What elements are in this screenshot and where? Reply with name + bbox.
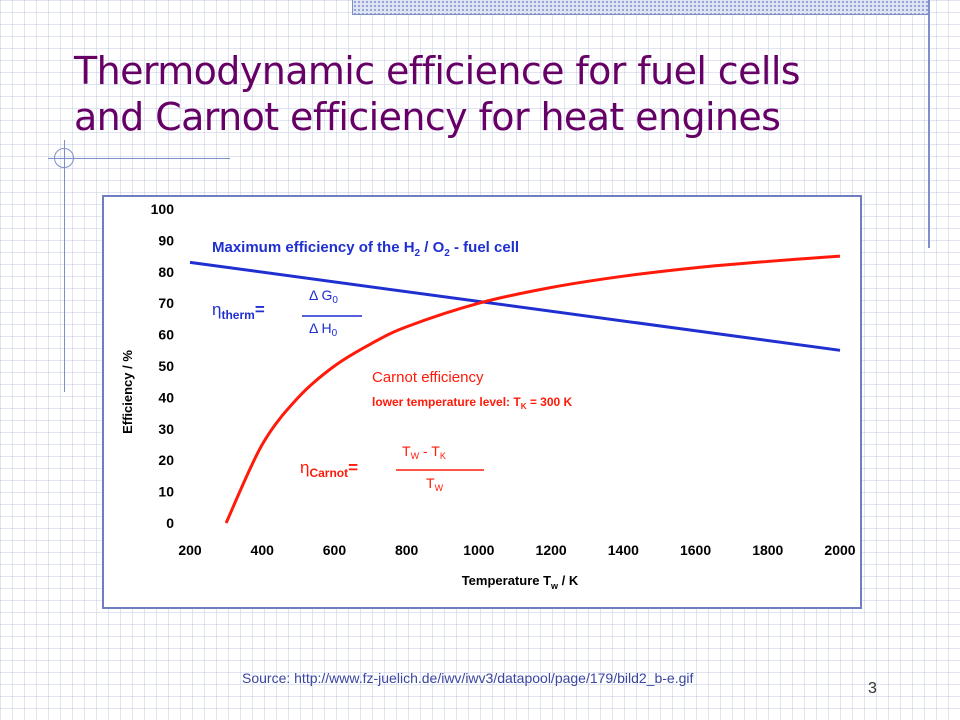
decor-circle [54,148,74,168]
carnot-denominator-sub: W [435,483,444,493]
y-axis-label: Efficiency / % [120,350,135,434]
carnot-numerator: TW - TK [402,443,446,461]
carnot-level-tail: = 300 K [527,395,573,409]
x-tick-label: 1600 [680,542,711,558]
carnot-label: Carnot efficiency [372,369,484,386]
y-tick-label: 20 [158,452,174,468]
eta-therm-sub: therm [221,308,254,322]
series-carnot-line [224,254,841,524]
carnot-level-text: lower temperature level: T [372,395,521,409]
y-tick-label: 90 [158,232,174,248]
page-number: 3 [868,680,877,697]
slide-title-line-1: Thermodynamic efficience for fuel cells [74,49,801,93]
fuel-cell-tail: - fuel cell [450,239,519,256]
carnot-numerator-sub-1: W [411,451,420,461]
title-underline [48,158,230,159]
carnot-level-sub: K [521,402,527,411]
y-tick-label: 40 [158,389,174,405]
eta-carnot-equals: = [348,458,358,477]
y-tick-label: 80 [158,264,174,280]
eta-carnot-symbol: ηCarnot= [300,458,358,480]
x-axis-label-text: Temperature T [462,573,551,588]
right-decor-line [928,0,930,248]
x-tick-label: 800 [395,542,419,558]
y-tick-label: 0 [166,515,174,531]
x-tick-label: 400 [251,542,275,558]
x-axis-label: Temperature Tw / K [462,573,579,591]
x-axis-label-sub: w [550,581,559,591]
carnot-numerator-mid: - T [419,443,440,459]
therm-numerator-text: Δ G [309,287,332,303]
therm-denominator: Δ H0 [309,320,338,339]
eta-therm-equals: = [255,300,265,319]
x-tick-label: 200 [178,542,202,558]
fuel-cell-sub-1: 2 [415,248,421,259]
x-tick-label: 1000 [463,542,494,558]
x-tick-label: 1800 [752,542,783,558]
fuel-cell-label: Maximum efficiency of the H2 / O2 - fuel… [212,239,519,259]
source-label: Source: [242,670,291,686]
source-citation: Source: http://www.fz-juelich.de/iwv/iwv… [242,670,693,686]
carnot-numerator-sub-2: K [440,451,446,461]
carnot-level-label: lower temperature level: TK = 300 K [372,395,573,411]
therm-numerator-sub: 0 [332,295,338,306]
fuel-cell-label-text: Maximum efficiency of the H [212,239,415,256]
therm-numerator: Δ G0 [309,287,338,306]
y-tick-label: 60 [158,327,174,343]
x-tick-label: 2000 [824,542,855,558]
carnot-denominator: TW [426,475,444,493]
fuel-cell-mid: / O [420,239,445,256]
y-axis-ticks: 0 10 20 30 40 50 60 70 80 90 100 [151,201,175,531]
therm-denominator-sub: 0 [332,328,338,339]
y-tick-label: 50 [158,358,174,374]
y-tick-label: 70 [158,295,174,311]
x-tick-label: 600 [323,542,347,558]
eta-carnot-eta: η [300,458,309,477]
slide-title-line-2: and Carnot efficiency for heat engines [74,95,781,139]
carnot-denominator-t: T [426,475,435,491]
x-tick-label: 1200 [536,542,567,558]
y-tick-label: 100 [151,201,175,217]
series-fuel-cell-line [189,260,841,352]
x-axis-ticks: 200 400 600 800 1000 1200 1400 1600 1800 2000 [178,542,855,558]
slide-title: Thermodynamic efficience for fuel cells … [74,48,834,140]
y-tick-label: 10 [158,484,174,500]
therm-denominator-text: Δ H [309,320,332,336]
carnot-numerator-t: T [402,443,411,459]
y-tick-label: 30 [158,421,174,437]
fuel-cell-sub-2: 2 [444,248,450,259]
x-axis-label-tail: / K [558,573,579,588]
left-decor-line [64,140,65,392]
eta-therm-eta: η [212,300,221,319]
eta-carnot-sub: Carnot [309,466,348,480]
x-tick-label: 1400 [608,542,639,558]
eta-therm-symbol: ηtherm= [212,300,265,322]
source-url[interactable]: http://www.fz-juelich.de/iwv/iwv3/datapo… [294,670,694,686]
chart-frame: 0 10 20 30 40 50 60 70 80 90 100 200 400 600 800 1000 1… [102,195,862,609]
top-decor-band [352,0,929,15]
